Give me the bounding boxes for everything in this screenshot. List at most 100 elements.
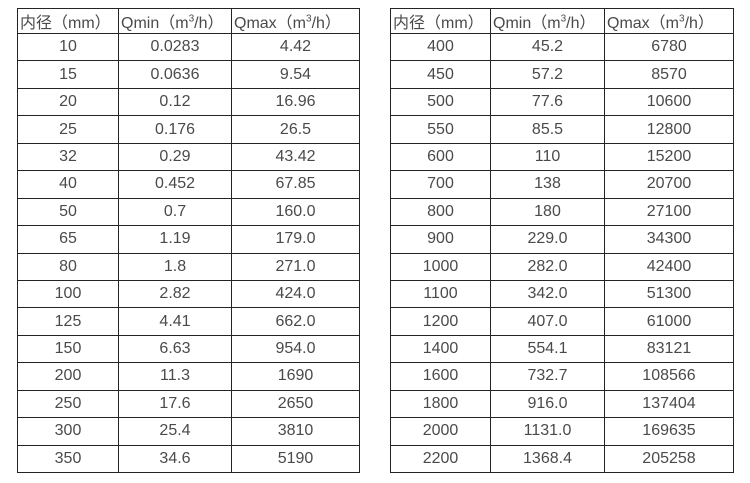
table-cell: 900 [390, 225, 491, 254]
table-cell: 100 [17, 279, 119, 309]
table-body: 10 0.0283 4.42 15 0.0636 9.54 20 0.12 16.96 25 0.1… [17, 32, 360, 474]
table-cell: 67.85 [231, 170, 360, 199]
table-row: 500 77.6 10600 [390, 87, 734, 117]
table-cell: 4.42 [231, 32, 360, 62]
table-cell: 0.29 [118, 142, 232, 172]
table-row: 600 110 15200 [390, 142, 734, 172]
table-cell: 10600 [604, 87, 734, 117]
table-cell: 282.0 [490, 252, 605, 281]
table-cell: 45.2 [490, 32, 605, 62]
table-row: 150 6.63 954.0 [17, 334, 360, 364]
table-cell: 15200 [604, 142, 734, 172]
table-cell: 1368.4 [490, 444, 605, 474]
table-cell: 500 [390, 87, 491, 117]
table-cell: 27100 [604, 197, 734, 227]
table-cell: 400 [390, 32, 491, 62]
table-row: 700 138 20700 [390, 170, 734, 199]
table-cell: 450 [390, 60, 491, 89]
table-cell: 350 [17, 444, 119, 474]
table-cell: 80 [17, 252, 119, 281]
table-cell: 17.6 [118, 389, 232, 419]
table-cell: 954.0 [231, 334, 360, 364]
table-row: 65 1.19 179.0 [17, 225, 360, 254]
table-cell: 662.0 [231, 307, 360, 336]
table-row: 25 0.176 26.5 [17, 115, 360, 144]
table-cell: 1131.0 [490, 417, 605, 446]
table-row: 350 34.6 5190 [17, 444, 360, 474]
header-row: 内径（mm） Qmin（m3/h） Qmax（m3/h） [390, 8, 734, 34]
table-cell: 34300 [604, 225, 734, 254]
table-cell: 200 [17, 362, 119, 391]
table-row: 550 85.5 12800 [390, 115, 734, 144]
table-cell: 108566 [604, 362, 734, 391]
header-cell: Qmin（m3/h） [118, 8, 232, 34]
table-cell: 0.0283 [118, 32, 232, 62]
table-cell: 271.0 [231, 252, 360, 281]
table-cell: 1690 [231, 362, 360, 391]
header-cell: Qmax（m3/h） [604, 8, 734, 34]
table-cell: 26.5 [231, 115, 360, 144]
table-row: 20 0.12 16.96 [17, 87, 360, 117]
table-cell: 51300 [604, 279, 734, 309]
table-cell: 732.7 [490, 362, 605, 391]
table-row: 200 11.3 1690 [17, 362, 360, 391]
table-cell: 20 [17, 87, 119, 117]
table-cell: 125 [17, 307, 119, 336]
table-cell: 1.19 [118, 225, 232, 254]
header-row: 内径（mm） Qmin（m3/h） Qmax（m3/h） [17, 8, 360, 34]
table-cell: 110 [490, 142, 605, 172]
table-row: 125 4.41 662.0 [17, 307, 360, 336]
table-cell: 180 [490, 197, 605, 227]
table-cell: 11.3 [118, 362, 232, 391]
table-cell: 5190 [231, 444, 360, 474]
table-row: 250 17.6 2650 [17, 389, 360, 419]
table-cell: 50 [17, 197, 119, 227]
table-cell: 1800 [390, 389, 491, 419]
table-row: 100 2.82 424.0 [17, 279, 360, 309]
table-cell: 10 [17, 32, 119, 62]
table-body: 400 45.2 6780 450 57.2 8570 500 77.6 10600 550 85.… [390, 32, 734, 474]
table-cell: 800 [390, 197, 491, 227]
table-row: 1000 282.0 42400 [390, 252, 734, 281]
table-cell: 42400 [604, 252, 734, 281]
table-cell: 138 [490, 170, 605, 199]
table-cell: 424.0 [231, 279, 360, 309]
table-cell: 550 [390, 115, 491, 144]
table-cell: 179.0 [231, 225, 360, 254]
table-cell: 43.42 [231, 142, 360, 172]
table-cell: 25.4 [118, 417, 232, 446]
table-cell: 83121 [604, 334, 734, 364]
table-row: 900 229.0 34300 [390, 225, 734, 254]
header-cell: 内径（mm） [390, 8, 491, 34]
superscript: 3 [306, 13, 312, 25]
table-cell: 700 [390, 170, 491, 199]
header-cell: Qmin（m3/h） [490, 8, 605, 34]
table-cell: 2.82 [118, 279, 232, 309]
table-cell: 61000 [604, 307, 734, 336]
table-row: 1100 342.0 51300 [390, 279, 734, 309]
table-cell: 2200 [390, 444, 491, 474]
table-cell: 169635 [604, 417, 734, 446]
flow-table-small-diameters: 内径（mm） Qmin（m3/h） Qmax（m3/h） 10 0.0283 4.42 1… [17, 8, 360, 474]
table-cell: 0.452 [118, 170, 232, 199]
table-cell: 1.8 [118, 252, 232, 281]
table-cell: 1100 [390, 279, 491, 309]
table-cell: 150 [17, 334, 119, 364]
table-row: 40 0.452 67.85 [17, 170, 360, 199]
table-cell: 12800 [604, 115, 734, 144]
table-cell: 57.2 [490, 60, 605, 89]
table-cell: 1200 [390, 307, 491, 336]
table-row: 1400 554.1 83121 [390, 334, 734, 364]
table-cell: 916.0 [490, 389, 605, 419]
table-row: 2000 1131.0 169635 [390, 417, 734, 446]
table-cell: 229.0 [490, 225, 605, 254]
table-cell: 160.0 [231, 197, 360, 227]
table-cell: 0.0636 [118, 60, 232, 89]
flow-table-large-diameters: 内径（mm） Qmin（m3/h） Qmax（m3/h） 400 45.2 6780 45… [390, 8, 734, 474]
table-cell: 1600 [390, 362, 491, 391]
table-cell: 2650 [231, 389, 360, 419]
superscript: 3 [679, 13, 685, 25]
table-cell: 85.5 [490, 115, 605, 144]
table-cell: 0.7 [118, 197, 232, 227]
